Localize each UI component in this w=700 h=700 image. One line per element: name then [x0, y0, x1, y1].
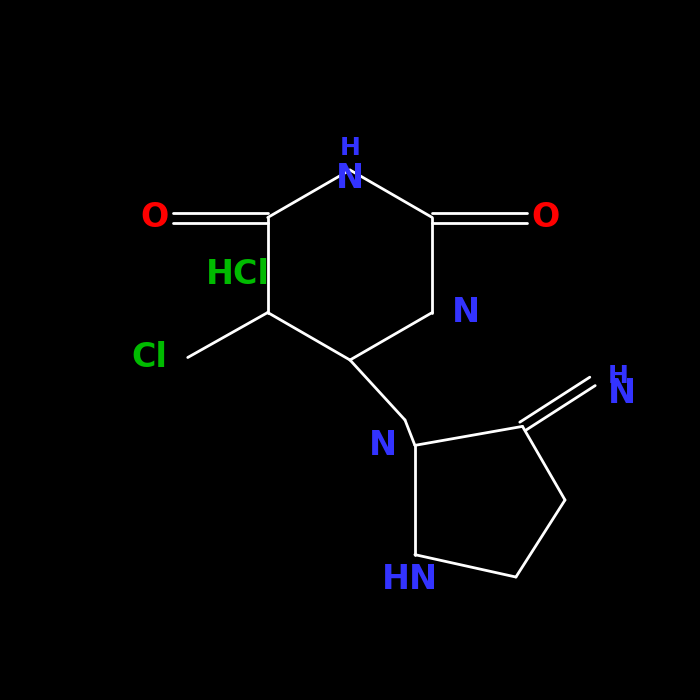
Text: Cl: Cl [132, 341, 168, 374]
Text: H: H [340, 136, 360, 160]
Text: H: H [608, 365, 629, 388]
Text: HCl: HCl [206, 258, 270, 291]
Text: O: O [531, 201, 559, 234]
Text: N: N [369, 429, 397, 462]
Text: HN: HN [382, 563, 438, 596]
Text: O: O [141, 201, 169, 234]
Text: N: N [608, 377, 636, 410]
Text: N: N [336, 162, 364, 195]
Text: N: N [452, 296, 480, 329]
